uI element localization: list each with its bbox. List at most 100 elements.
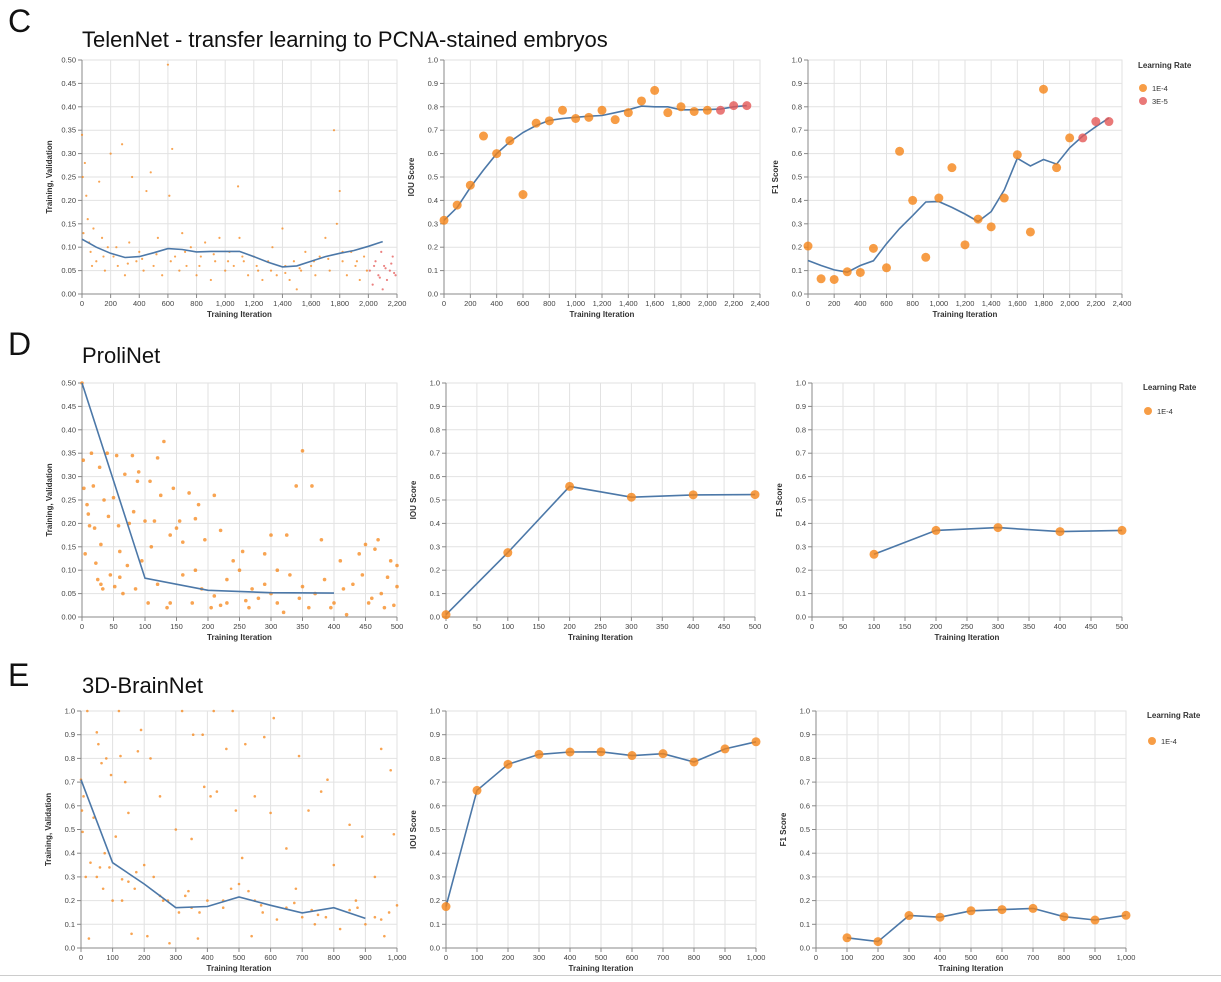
data-point-1e-4	[365, 269, 369, 272]
data-point-1e-4	[262, 582, 267, 587]
data-point-1e-4	[395, 584, 399, 589]
x-tick-label: 300	[170, 953, 183, 962]
data-point-1e-4	[118, 575, 122, 580]
data-point-1e-4	[505, 136, 515, 146]
data-point-1e-4	[135, 479, 140, 484]
data-point-1e-4	[161, 899, 165, 902]
data-point-1e-4	[335, 222, 338, 225]
data-point-3e-5	[394, 274, 397, 277]
trend-line	[443, 104, 747, 221]
y-tick-label: 0.10	[61, 566, 76, 575]
data-point-1e-4	[166, 63, 170, 66]
y-tick-label: 0.0	[430, 944, 440, 953]
data-point-1e-4	[100, 761, 103, 765]
panel-title-d: ProliNet	[82, 343, 160, 368]
data-point-1e-4	[82, 795, 85, 798]
y-tick-label: 0.25	[61, 496, 76, 505]
data-point-1e-4	[300, 584, 305, 589]
data-point-1e-4	[855, 267, 865, 277]
data-point-1e-4	[364, 923, 367, 926]
y-tick-label: 0.1	[430, 589, 440, 598]
x-tick-label: 1,400	[619, 299, 638, 308]
data-point-1e-4	[142, 269, 145, 272]
data-point-1e-4	[307, 809, 310, 812]
y-tick-label: 0.45	[61, 79, 76, 88]
y-tick-label: 0.5	[430, 496, 440, 505]
data-point-1e-4	[232, 264, 235, 268]
data-point-1e-4	[139, 728, 143, 732]
y-tick-label: 0.2	[65, 896, 75, 905]
data-point-1e-4	[225, 577, 229, 582]
x-tick-label: 500	[965, 953, 978, 962]
data-point-1e-4	[89, 451, 94, 456]
x-tick-label: 200	[872, 953, 885, 962]
data-point-1e-4	[181, 232, 184, 235]
y-tick-label: 0.00	[61, 290, 76, 299]
data-point-1e-4	[161, 274, 164, 277]
data-point-1e-4	[168, 533, 172, 537]
data-point-1e-4	[310, 484, 314, 488]
data-point-1e-4	[360, 573, 365, 577]
data-point-1e-4	[123, 472, 127, 477]
y-tick-label: 0.6	[796, 472, 806, 481]
chart-c-iou-score: 0 200 400 600 800 1,000 1,200 1,400 1,600 1,800 2,…	[407, 56, 769, 320]
legend-swatch-1e-4	[1139, 84, 1147, 92]
data-point-1e-4	[204, 241, 207, 244]
data-point-1e-4	[439, 215, 449, 225]
data-point-1e-4	[947, 163, 957, 173]
data-point-1e-4	[131, 509, 136, 514]
x-tick-label: 50	[839, 622, 847, 631]
data-point-1e-4	[180, 709, 184, 713]
data-point-1e-4	[155, 582, 160, 587]
y-tick-label: 0.9	[430, 730, 440, 739]
data-point-1e-4	[178, 269, 181, 272]
data-point-1e-4	[214, 260, 217, 263]
y-tick-label: 0.9	[428, 79, 438, 88]
data-point-1e-4	[173, 255, 177, 258]
data-point-1e-4	[309, 264, 313, 268]
data-point-1e-4	[281, 610, 286, 615]
data-point-1e-4	[218, 236, 221, 239]
x-tick-label: 400	[490, 299, 503, 308]
y-tick-label: 0.2	[430, 566, 440, 575]
x-tick-label: 500	[391, 622, 404, 631]
y-tick-label: 0.8	[800, 754, 810, 763]
data-point-1e-4	[931, 525, 941, 535]
data-point-1e-4	[544, 116, 554, 126]
x-tick-label: 100	[106, 953, 119, 962]
y-tick-label: 0.0	[430, 613, 440, 622]
data-point-1e-4	[102, 498, 106, 502]
y-tick-label: 0.4	[792, 196, 802, 205]
y-axis-title: F1 Score	[775, 483, 784, 517]
data-point-1e-4	[149, 171, 152, 174]
data-point-1e-4	[95, 577, 100, 582]
data-point-1e-4	[259, 904, 263, 907]
data-point-1e-4	[95, 875, 99, 879]
chart-d-f1-score: 0 50 100 150 200 250 300 350 400 450 500 0.0 0.1 0.2 0…	[775, 379, 1128, 643]
data-point-1e-4	[868, 243, 878, 253]
legend-c: Learning Rate 1E-4 3E-5	[1138, 61, 1192, 106]
x-tick-label: 800	[190, 299, 203, 308]
data-point-1e-4	[327, 257, 330, 260]
data-point-3e-5	[742, 101, 752, 111]
chart-c-f1-score: 0 200 400 600 800 1,000 1,200 1,400 1,600 1,800 2,…	[771, 56, 1131, 320]
y-tick-label: 0.8	[430, 754, 440, 763]
x-tick-label: 1,600	[302, 299, 321, 308]
data-point-1e-4	[626, 492, 636, 502]
data-point-1e-4	[1121, 910, 1131, 920]
data-point-1e-4	[109, 773, 113, 777]
data-point-1e-4	[209, 605, 213, 610]
y-tick-label: 0.6	[792, 149, 802, 158]
data-point-1e-4	[360, 835, 364, 838]
x-tick-label: 100	[868, 622, 881, 631]
data-point-1e-4	[174, 526, 179, 530]
data-point-1e-4	[1012, 150, 1022, 160]
y-tick-label: 0.9	[65, 730, 75, 739]
data-point-1e-4	[262, 735, 266, 739]
data-point-1e-4	[183, 894, 187, 898]
x-tick-label: 600	[517, 299, 530, 308]
x-tick-label: 350	[1023, 622, 1036, 631]
y-tick-label: 0.5	[428, 173, 438, 182]
data-point-1e-4	[324, 236, 327, 239]
y-tick-label: 0.4	[65, 849, 75, 858]
